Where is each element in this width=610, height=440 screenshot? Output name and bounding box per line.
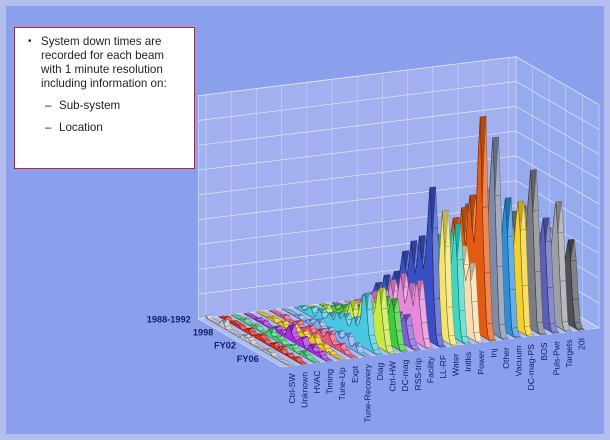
dash-icon: – [45, 121, 52, 134]
period-label: 1998 [193, 328, 213, 338]
category-label: Intlks [463, 352, 473, 372]
dash-icon: – [45, 99, 52, 112]
chart-ribbons [205, 115, 586, 367]
ribbon-unknown [218, 315, 308, 365]
ribbon-ctrl-sw [205, 314, 296, 367]
category-label: Vacuum [514, 346, 524, 377]
category-label: RSS-trip [413, 358, 423, 391]
ribbon-chart: 0.0%1.0%2.0%3.0%4.0%5.0%6.0%7.0%8.0%9.0%… [147, 56, 600, 423]
category-label: Power [476, 350, 486, 374]
notes-item-label: Sub-system [59, 99, 121, 112]
gridline [198, 56, 600, 106]
ribbon-face [218, 316, 302, 365]
category-label: Ctrl-SW [287, 373, 297, 404]
category-label: Water [451, 353, 461, 376]
gridline [198, 105, 600, 155]
category-label: Ctrl-HW [388, 360, 398, 391]
ribbon-face [268, 309, 353, 359]
category-label: Expt [350, 365, 360, 383]
gridline [198, 130, 600, 180]
category-label: Puls-Pwr [551, 341, 561, 376]
ribbon-face [293, 293, 378, 356]
category-label: Other [501, 347, 511, 369]
ribbon-diag [293, 292, 384, 356]
category-label: Inj [488, 349, 498, 358]
gridline [198, 155, 600, 205]
ribbon-face [205, 315, 290, 367]
category-label: Tune-Recovery [362, 364, 372, 423]
category-label: HVAC [312, 370, 322, 393]
ribbon-expt [268, 309, 359, 359]
gridline [198, 81, 600, 130]
ribbon-hvac [230, 314, 321, 364]
category-label: DC-mag-PS [526, 344, 536, 391]
category-label: BOS [539, 342, 549, 360]
notes-main-text: System down times are recorded for each … [41, 35, 167, 90]
ribbon-timing [243, 312, 334, 362]
ribbon-face [230, 314, 315, 364]
notes-item-label: Location [59, 121, 103, 134]
category-axis-labels: Ctrl-SW Unknown HVAC Timing Tune-Up Expt Tune-… [287, 338, 587, 423]
gridline [198, 205, 600, 254]
period-label: FY02 [214, 341, 236, 351]
category-label: Timing [325, 369, 335, 395]
category-label: LL-RF [438, 355, 448, 379]
category-label: Tune-Up [337, 367, 347, 400]
period-label: 1988-1992 [147, 314, 191, 324]
category-label: Targets [564, 339, 574, 367]
period-label: FY06 [237, 354, 259, 364]
category-label: Facility [425, 356, 435, 383]
category-label: DC-mag [400, 359, 410, 391]
category-label: 20I [577, 338, 587, 350]
category-label: Diag [375, 362, 385, 380]
category-label: Unknown [299, 372, 309, 408]
notes-box: • System down times are recorded for eac… [14, 27, 195, 169]
chart-frame: 0.0%1.0%2.0%3.0%4.0%5.0%6.0%7.0%8.0%9.0%… [6, 6, 604, 434]
ribbon-face [243, 313, 328, 362]
bullet-icon: • [28, 36, 32, 47]
notes-item: – Location [45, 121, 186, 135]
notes-item: – Sub-system [45, 99, 186, 113]
gridline [198, 180, 600, 230]
